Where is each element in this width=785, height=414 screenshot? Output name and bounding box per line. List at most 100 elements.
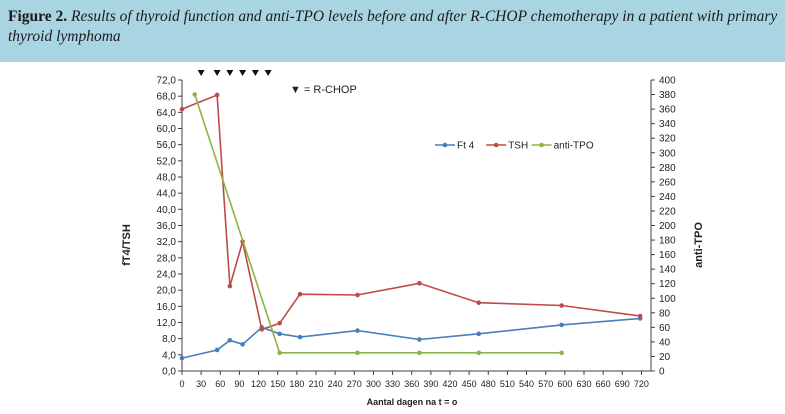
right-tick-label: 220 — [659, 206, 676, 217]
left-tick-label: 0,0 — [162, 367, 176, 378]
data-point-tsh — [179, 106, 185, 112]
data-point-anti-tpo — [277, 350, 282, 356]
data-point-ft-4 — [297, 334, 303, 340]
data-point-ft-4 — [240, 342, 245, 347]
data-point-ft-4 — [559, 322, 564, 328]
legend-label-anti-tpo: anti-TPO — [554, 141, 594, 152]
left-tick-label: 48,0 — [157, 173, 177, 184]
left-tick-label: 72,0 — [157, 76, 177, 87]
legend-marker-ft-4 — [442, 142, 448, 148]
figure-caption: Figure 2. Results of thyroid function an… — [8, 7, 778, 47]
rchop-marker — [213, 70, 221, 76]
data-point-tsh — [637, 313, 643, 319]
data-point-ft-4 — [355, 328, 360, 333]
x-tick-group: 0 30 60 90 120 150 180 210 240 270 300 330 360 390 420… — [179, 371, 649, 389]
left-tick-label: 36,0 — [157, 221, 177, 232]
data-point-tsh — [417, 280, 422, 286]
left-tick-label: 56,0 — [157, 140, 177, 151]
data-point-ft-4 — [227, 337, 233, 343]
right-tick-label: 300 — [659, 148, 676, 159]
left-tick-label: 16,0 — [157, 302, 177, 313]
left-tick-label: 44,0 — [157, 189, 177, 200]
x-tick-label: 480 — [481, 379, 496, 389]
data-point-anti-tpo — [417, 350, 422, 356]
rchop-markers — [197, 70, 272, 76]
left-tick-label: 28,0 — [157, 253, 177, 264]
x-tick-label: 570 — [538, 379, 553, 389]
rchop-marker — [239, 70, 247, 76]
data-point-tsh — [277, 321, 282, 326]
x-tick-label: 450 — [462, 379, 477, 389]
data-point-tsh — [227, 283, 233, 289]
x-tick-label: 150 — [270, 379, 285, 389]
x-tick-label: 690 — [615, 379, 630, 389]
left-tick-label: 8,0 — [162, 334, 176, 345]
right-tick-label: 160 — [659, 250, 676, 261]
data-point-anti-tpo — [355, 350, 360, 356]
right-tick-label: 340 — [659, 119, 676, 130]
x-tick-label: 360 — [404, 379, 419, 389]
x-tick-label: 60 — [215, 379, 225, 389]
data-point-ft-4 — [277, 331, 282, 337]
right-tick-label: 180 — [659, 236, 676, 247]
left-tick-label: 64,0 — [157, 108, 177, 119]
legend-label-tsh: TSH — [508, 141, 528, 152]
right-tick-label: 40 — [659, 337, 671, 348]
right-tick-label: 120 — [659, 279, 676, 290]
series-line-anti-tpo — [194, 94, 562, 354]
data-point-tsh — [297, 291, 303, 297]
left-tick-label: 4,0 — [162, 350, 176, 361]
x-tick-label: 660 — [596, 379, 611, 389]
data-point-ft-4 — [476, 331, 482, 337]
caption-band: Figure 2. Results of thyroid function an… — [0, 0, 785, 62]
right-tick-label: 60 — [659, 323, 671, 334]
right-tick-label: 20 — [659, 352, 671, 363]
data-point-ft-4 — [214, 347, 220, 353]
x-tick-label: 390 — [423, 379, 438, 389]
x-tick-label: 180 — [289, 379, 304, 389]
data-point-ft-4 — [417, 337, 422, 342]
x-tick-label: 720 — [634, 379, 649, 389]
x-tick-label: 510 — [500, 379, 515, 389]
legend-label-ft-4: Ft 4 — [457, 141, 475, 152]
legend: Ft 4 TSH anti-TPO — [435, 141, 594, 152]
x-tick-label: 600 — [557, 379, 572, 389]
right-tick-label: 320 — [659, 134, 676, 145]
x-tick-label: 90 — [234, 379, 244, 389]
data-point-tsh — [214, 92, 220, 98]
x-axis-label: Aantal dagen na t = o — [367, 397, 458, 407]
data-point-ft-4 — [179, 355, 185, 361]
y-axis-left-label: fT4/TSH — [121, 224, 133, 266]
x-tick-label: 120 — [251, 379, 266, 389]
x-tick-label: 270 — [347, 379, 362, 389]
right-tick-label: 260 — [659, 177, 676, 188]
left-tick-label: 40,0 — [157, 205, 177, 216]
left-tick-label: 32,0 — [157, 237, 177, 248]
x-tick-label: 210 — [308, 379, 323, 389]
rchop-annotation: ▼ = R-CHOP — [290, 84, 357, 96]
right-tick-group: 0 20 40 60 80 100 120 140 160 180 200 220 240 260 280 3… — [651, 76, 676, 378]
left-tick-label: 68,0 — [157, 92, 177, 103]
right-tick-label: 140 — [659, 265, 676, 276]
legend-marker-tsh — [493, 142, 499, 148]
x-tick-label: 240 — [328, 379, 343, 389]
right-tick-label: 380 — [659, 90, 676, 101]
x-tick-label: 540 — [519, 379, 534, 389]
data-point-anti-tpo — [559, 350, 564, 356]
left-tick-label: 24,0 — [157, 270, 177, 281]
left-tick-label: 60,0 — [157, 124, 177, 135]
x-tick-label: 0 — [179, 379, 184, 389]
left-tick-label: 12,0 — [157, 318, 177, 329]
y-axis-right-label: anti-TPO — [693, 222, 705, 268]
figure-label: Figure 2. — [8, 8, 68, 25]
right-tick-label: 100 — [659, 294, 676, 305]
data-point-tsh — [259, 327, 265, 332]
rchop-marker — [226, 70, 234, 76]
legend-marker-anti-tpo — [539, 142, 544, 148]
x-tick-label: 300 — [366, 379, 381, 389]
right-tick-label: 400 — [659, 76, 676, 87]
series-line-ft-4 — [181, 317, 641, 359]
rchop-marker — [197, 70, 205, 76]
rchop-marker — [264, 70, 272, 76]
axes-group — [181, 80, 652, 372]
